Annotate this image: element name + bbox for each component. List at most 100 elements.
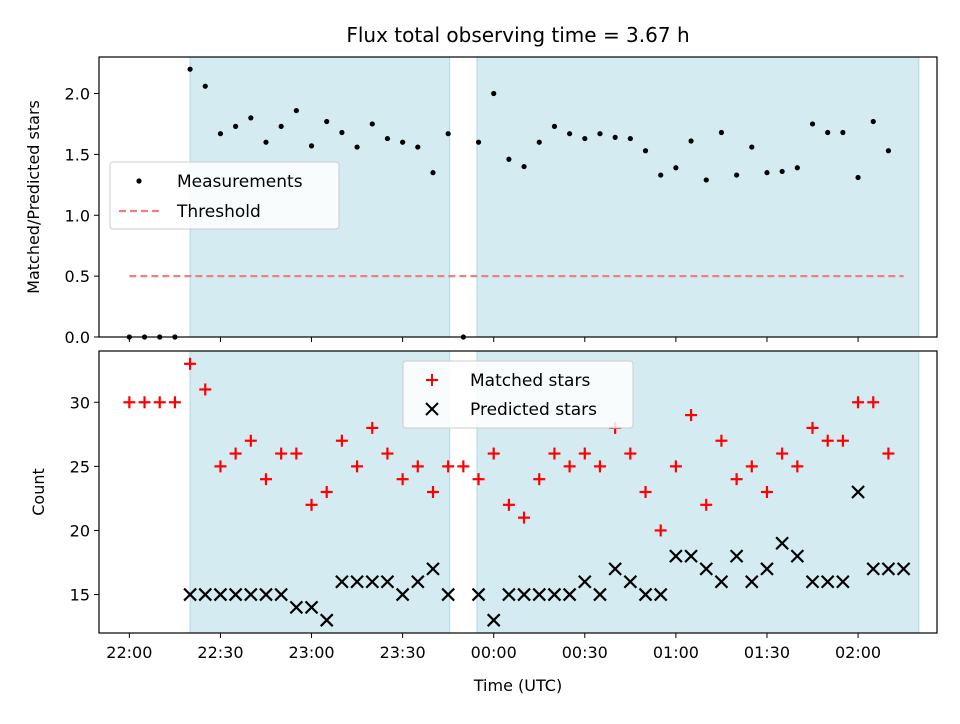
matched-star-point: [184, 357, 197, 370]
matched-star-point: [244, 434, 257, 447]
measurement-point: [688, 138, 694, 144]
measurement-point: [794, 165, 800, 171]
legend-predicted-stars-marker: [425, 402, 439, 416]
top-legend: Measurements Threshold: [109, 161, 340, 230]
predicted-star-point: [365, 574, 380, 589]
matched-star-point: [776, 447, 789, 460]
matched-star-point: [138, 396, 151, 409]
matched-star-point: [639, 486, 652, 498]
measurement-point: [278, 123, 284, 129]
top-y-tick-label: 0.5: [65, 267, 90, 286]
top-observing-intervals: [189, 57, 920, 337]
measurement-point: [233, 123, 239, 129]
predicted-star-point: [395, 587, 410, 602]
bottom-y-axis-label: Count: [29, 468, 48, 516]
measurement-point: [415, 144, 421, 150]
measurement-point: [779, 168, 785, 175]
matched-star-point: [123, 396, 136, 409]
matched-star-point: [760, 486, 773, 498]
measurement-point: [217, 131, 224, 137]
predicted-star-point: [562, 587, 577, 602]
predicted-star-point: [775, 536, 789, 551]
matched-star-point: [791, 460, 804, 473]
predicted-star-point: [380, 574, 395, 589]
predicted-star-point: [502, 587, 516, 602]
matched-star-point: [669, 460, 682, 473]
predicted-star-point: [411, 574, 425, 589]
predicted-star-point: [319, 613, 334, 627]
predicted-star-point: [608, 562, 622, 576]
predicted-star-point: [517, 587, 531, 602]
x-tick-label: 23:00: [288, 643, 334, 662]
predicted-star-point: [259, 587, 273, 602]
bottom-count-points: [123, 357, 911, 627]
predicted-star-point: [669, 549, 683, 563]
matched-star-point: [548, 447, 561, 460]
matched-star-point: [199, 383, 212, 396]
matched-star-point: [351, 460, 364, 473]
measurement-point: [369, 121, 375, 127]
x-tick-label: 01:30: [744, 643, 790, 662]
predicted-star-point: [851, 485, 865, 499]
matched-star-point: [290, 447, 303, 460]
top-plot-frame: [98, 56, 938, 338]
x-tick-label: 02:00: [835, 643, 881, 662]
predicted-star-point: [213, 587, 228, 602]
predicted-star-point: [684, 549, 698, 563]
matched-star-point: [335, 434, 348, 447]
matched-star-point: [259, 473, 272, 486]
measurement-point: [840, 129, 846, 136]
matched-star-point: [214, 460, 227, 473]
predicted-star-point: [304, 600, 319, 615]
matched-star-point: [593, 460, 606, 473]
matched-star-point: [153, 396, 166, 409]
measurement-point: [764, 170, 770, 176]
predicted-star-point: [790, 549, 805, 563]
predicted-star-point: [441, 587, 455, 602]
measurement-point: [202, 83, 208, 89]
measurement-point: [430, 170, 436, 176]
predicted-star-point: [228, 587, 243, 602]
measurement-point: [718, 129, 725, 136]
measurement-point: [612, 134, 618, 140]
predicted-star-point: [638, 587, 653, 602]
matched-star-point: [882, 447, 895, 460]
measurement-point: [825, 129, 831, 136]
matched-star-point: [836, 434, 849, 447]
matched-star-point: [472, 473, 485, 486]
measurement-point: [445, 131, 451, 137]
measurement-point: [339, 129, 345, 136]
measurement-point: [551, 123, 558, 129]
predicted-star-point: [471, 587, 486, 602]
predicted-star-point: [714, 574, 729, 589]
matched-star-point: [867, 396, 880, 409]
matched-star-point: [730, 473, 743, 486]
x-tick-label: 22:00: [106, 643, 152, 662]
predicted-star-point: [426, 562, 440, 576]
matched-star-point: [654, 524, 667, 537]
bottom-legend: Matched stars Predicted stars: [402, 360, 634, 429]
measurement-point: [642, 148, 649, 154]
measurement-point: [293, 107, 299, 114]
predicted-star-point: [805, 574, 820, 589]
x-tick-label: 00:30: [562, 643, 608, 662]
predicted-star-point: [593, 587, 607, 602]
bottom-y-tick-label: 30: [70, 393, 90, 412]
matched-star-point: [168, 396, 181, 409]
predicted-star-point: [729, 549, 744, 563]
predicted-star-point: [183, 587, 197, 602]
measurement-point: [582, 135, 588, 142]
measurement-point: [506, 156, 512, 162]
matched-star-point: [381, 447, 394, 460]
matched-star-point: [411, 460, 424, 473]
predicted-star-point: [486, 613, 501, 627]
matched-star-point: [229, 447, 242, 460]
bottom-legend-box: [402, 360, 634, 429]
matched-star-point: [442, 460, 455, 473]
matched-star-point: [563, 460, 576, 473]
bottom-plot-frame: [98, 350, 938, 634]
shaded-interval-1: [477, 57, 919, 337]
predicted-star-point: [350, 574, 364, 589]
x-tick-label: 22:30: [197, 643, 243, 662]
x-axis-label: Time (UTC): [473, 676, 562, 695]
